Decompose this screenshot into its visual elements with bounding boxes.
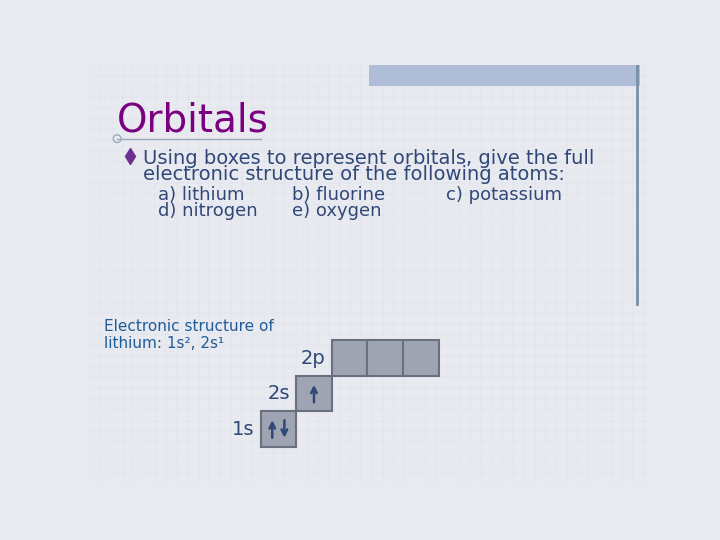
- Bar: [369, 65, 640, 86]
- Bar: [332, 340, 367, 376]
- Text: c) potassium: c) potassium: [446, 186, 562, 205]
- Bar: [296, 376, 332, 411]
- Bar: [367, 340, 403, 376]
- Text: Orbitals: Orbitals: [117, 102, 269, 140]
- Text: e) oxygen: e) oxygen: [292, 202, 381, 220]
- Text: Electronic structure of
lithium: 1s², 2s¹: Electronic structure of lithium: 1s², 2s…: [104, 319, 274, 352]
- Text: d) nitrogen: d) nitrogen: [158, 202, 258, 220]
- Text: 1s: 1s: [232, 420, 254, 438]
- Text: 2p: 2p: [301, 349, 325, 368]
- Text: 2s: 2s: [267, 384, 290, 403]
- Text: b) fluorine: b) fluorine: [292, 186, 384, 205]
- Bar: [403, 340, 438, 376]
- Bar: [261, 411, 296, 447]
- Text: electronic structure of the following atoms:: electronic structure of the following at…: [143, 165, 564, 184]
- Text: a) lithium: a) lithium: [158, 186, 245, 205]
- Text: Using boxes to represent orbitals, give the full: Using boxes to represent orbitals, give …: [143, 148, 594, 168]
